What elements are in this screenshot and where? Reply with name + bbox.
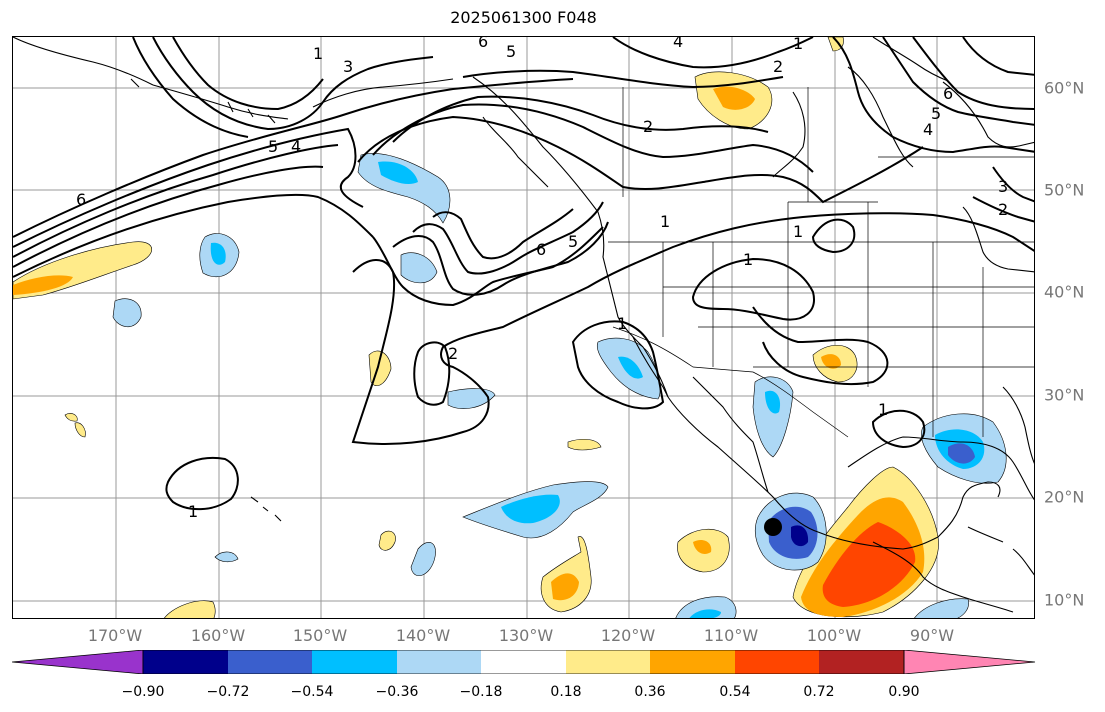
colorbar-tick-label: 0.36 (634, 684, 666, 700)
fill-negative (400, 252, 438, 284)
lon-label: 120°W (600, 626, 656, 645)
colorbar-segment (143, 650, 228, 674)
colorbar-tick-label: 0.18 (550, 684, 582, 700)
storm-center-marker (764, 518, 782, 536)
fill-positive (13, 275, 73, 295)
fill-positive (713, 86, 755, 110)
fill-positive (567, 438, 602, 451)
colorbar-segment (228, 650, 312, 674)
colorbar-tick-label: −0.54 (290, 684, 334, 700)
contour-label: 2 (998, 200, 1008, 219)
lat-label: 20°N (1044, 487, 1085, 507)
colorbar-segment (312, 650, 397, 674)
fill-negative (112, 298, 142, 328)
lat-label: 40°N (1044, 282, 1085, 302)
contour-label: 1 (188, 502, 198, 521)
lat-label: 60°N (1044, 78, 1085, 98)
fill-negative (501, 494, 560, 524)
colorbar-tick-label: −0.72 (206, 684, 250, 700)
contour-label: 2 (448, 344, 458, 363)
contour-label: 2 (643, 117, 653, 136)
contour-label: 2 (773, 57, 783, 76)
colorbar-segment (566, 650, 650, 674)
contour-label: 6 (536, 240, 546, 259)
fill-negative (948, 443, 975, 464)
coastlines (13, 37, 1034, 613)
colorbar-tick-label: 0.90 (888, 684, 920, 700)
fill-positive (693, 540, 712, 554)
fill-positive (378, 530, 396, 551)
lon-label: 90°W (909, 626, 955, 645)
lon-label: 130°W (498, 626, 554, 645)
lat-label: 30°N (1044, 385, 1085, 405)
contour-labels: 1 3 6 5 4 2 2 1 4 5 6 6 5 1 1 1 1 2 1 1 … (76, 37, 1008, 521)
fill-negative (765, 390, 781, 414)
fill-positive (74, 422, 86, 438)
map-title: 2025061300 F048 (450, 8, 597, 27)
fill-negative (689, 609, 721, 618)
map-panel[interactable]: 1 3 6 5 4 2 2 1 4 5 6 6 5 1 1 1 1 2 1 1 … (12, 36, 1035, 619)
colorbar-segment (903, 650, 1036, 674)
contours (13, 37, 1034, 511)
colorbar-tick-label: −0.90 (121, 684, 165, 700)
lon-label: 160°W (190, 626, 246, 645)
fill-negative (752, 376, 794, 458)
contour-label: 1 (878, 400, 888, 419)
contour-label: 4 (673, 37, 683, 51)
lon-label: 110°W (703, 626, 759, 645)
colorbar-tick-label: 0.54 (719, 684, 751, 700)
colorbar-segment (481, 650, 566, 674)
contour-label: 4 (923, 120, 933, 139)
colorbar-tick-label: −0.36 (375, 684, 419, 700)
contour-label: 1 (743, 250, 753, 269)
fill-positive (821, 354, 841, 369)
colorbar-segment (397, 650, 481, 674)
colorbar (12, 650, 1036, 674)
contour-label: 6 (478, 37, 488, 51)
contour-label: 1 (313, 44, 323, 63)
contour-label: 4 (291, 137, 301, 156)
contour-label: 3 (343, 57, 353, 76)
fill-positive (164, 600, 216, 618)
lon-label: 150°W (292, 626, 348, 645)
fill-negative (914, 598, 969, 618)
contour-label: 5 (931, 104, 941, 123)
contour-label: 1 (617, 314, 627, 333)
contour-label: 6 (76, 190, 86, 209)
colorbar-segment (650, 650, 735, 674)
lon-label: 170°W (87, 626, 143, 645)
contour-label: 6 (943, 84, 953, 103)
colorbar-segment (819, 650, 904, 674)
contour-label: 3 (998, 177, 1008, 196)
contour-label: 5 (268, 137, 278, 156)
fill-negative (357, 153, 451, 224)
fill-negative (214, 551, 239, 563)
fill-negative (675, 596, 737, 618)
contour-label: 1 (793, 37, 803, 53)
fill-positive (551, 573, 579, 601)
fill-positive (64, 413, 78, 422)
contour-label: 5 (506, 42, 516, 61)
contour-label: 1 (793, 222, 803, 241)
lat-label: 50°N (1044, 180, 1085, 200)
lon-label: 100°W (806, 626, 862, 645)
contour-label: 5 (568, 232, 578, 251)
fill-negative (447, 388, 496, 409)
lat-label: 10°N (1044, 590, 1085, 610)
colorbar-tick-label: 0.72 (803, 684, 835, 700)
fill-negative (378, 161, 418, 185)
fill-negative (618, 356, 643, 379)
colorbar-segment (735, 650, 819, 674)
fill-negative (210, 242, 226, 265)
fill-negative (791, 525, 809, 547)
contour-label: 1 (660, 212, 670, 231)
lon-label: 140°W (395, 626, 451, 645)
fill-negative (410, 542, 436, 576)
fill-positive (822, 522, 916, 607)
political-borders (608, 87, 1034, 438)
colorbar-tick-label: −0.18 (459, 684, 503, 700)
colorbar-segment (12, 650, 144, 674)
map-canvas: 1 3 6 5 4 2 2 1 4 5 6 6 5 1 1 1 1 2 1 1 … (13, 37, 1034, 618)
anomaly-fills (13, 37, 1007, 618)
